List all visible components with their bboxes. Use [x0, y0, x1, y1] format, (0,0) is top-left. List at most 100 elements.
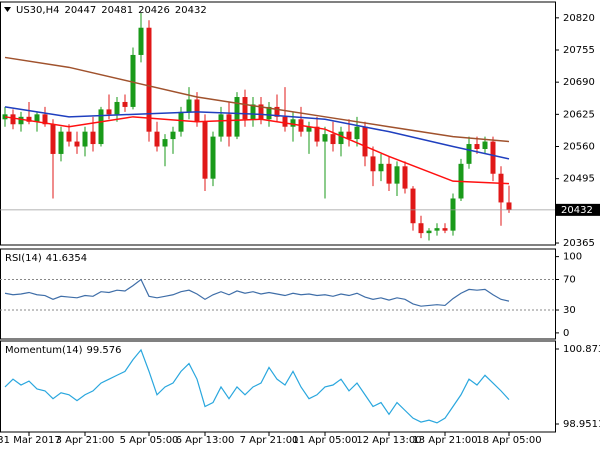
candle-body	[426, 230, 432, 234]
candle-body	[338, 131, 344, 145]
y-tick-label: 20495	[563, 174, 595, 185]
candle-body	[322, 134, 328, 142]
candle-body	[282, 116, 288, 127]
candle-body	[114, 101, 120, 115]
ohlc-open: 20447	[64, 5, 96, 16]
indicator-title: Momentum(14) 99.576	[5, 345, 122, 356]
panel-frame	[0, 340, 556, 433]
ohlc-low: 20426	[138, 5, 170, 16]
candle-body	[98, 109, 104, 145]
ohlc-close: 20432	[175, 5, 207, 16]
candle-body	[18, 116, 24, 125]
candle-body	[474, 144, 480, 149]
candle-body	[202, 121, 208, 179]
indicator-value: 41.6354	[46, 253, 87, 264]
candle-body	[386, 163, 392, 184]
candle-body	[58, 131, 64, 154]
candle-body	[2, 114, 8, 120]
candle-body	[250, 104, 256, 120]
candle-body	[490, 141, 496, 174]
y-tick-label: 100.8732	[563, 344, 600, 355]
candle-body	[194, 99, 200, 122]
candle-body	[234, 97, 240, 137]
candle-body	[170, 131, 176, 140]
candle-body	[146, 27, 152, 132]
candle-body	[50, 124, 56, 154]
candle-body	[418, 223, 424, 234]
menu-arrow	[4, 7, 11, 12]
candle-body	[82, 131, 88, 147]
y-tick-label: 20820	[563, 13, 595, 24]
y-tick-label: 20755	[563, 45, 595, 56]
candle-body	[178, 111, 184, 132]
candle-body	[138, 27, 144, 55]
candle-body	[74, 141, 80, 147]
candle-body	[42, 114, 48, 125]
candle-body	[26, 116, 32, 122]
moving-average	[4, 116, 510, 185]
candle-body	[258, 104, 264, 120]
x-tick-label: 31 Mar 2017	[0, 435, 61, 446]
panel-frame	[0, 1, 556, 246]
x-tick-label: 6 Apr 13:00	[176, 435, 235, 446]
candle-body	[370, 156, 376, 172]
current-price-label: 20432	[561, 205, 593, 216]
candle-body	[410, 188, 416, 224]
candle-body	[290, 119, 296, 127]
candle-body	[90, 131, 96, 145]
candle-body	[378, 163, 384, 172]
x-tick-label: 12 Apr 13:00	[356, 435, 421, 446]
x-tick-label: 3 Apr 21:00	[56, 435, 115, 446]
candle-body	[106, 109, 112, 115]
candle-body	[362, 126, 368, 157]
candle-body	[498, 173, 504, 203]
candle-body	[506, 202, 512, 210]
symbol: US30,H4	[16, 5, 59, 16]
candle-body	[314, 126, 320, 142]
indicator-line	[4, 278, 510, 307]
x-tick-label: 7 Apr 21:00	[240, 435, 299, 446]
candle-body	[186, 99, 192, 112]
candle-body	[66, 131, 72, 142]
candle-body	[218, 114, 224, 137]
y-tick-label: 20365	[563, 238, 595, 249]
candle-body	[346, 131, 352, 140]
candle-body	[306, 126, 312, 132]
indicator-value: 99.576	[87, 345, 122, 356]
candle-body	[394, 166, 400, 184]
current-price-box	[556, 203, 600, 216]
candle-body	[34, 114, 40, 122]
candle-body	[130, 54, 136, 107]
x-tick-label: 11 Apr 05:00	[292, 435, 357, 446]
candle-body	[434, 228, 440, 231]
y-tick-label: 100	[563, 252, 582, 263]
candle-body	[122, 101, 128, 107]
moving-average	[4, 56, 510, 143]
candle-body	[466, 144, 472, 164]
candle-body	[266, 106, 272, 120]
candle-body	[330, 134, 336, 145]
candle-body	[274, 106, 280, 117]
y-tick-label: 20690	[563, 77, 595, 88]
candle-body	[162, 139, 168, 147]
y-tick-label: 0	[563, 328, 569, 339]
y-tick-label: 20625	[563, 109, 595, 120]
candle-body	[482, 141, 488, 149]
candle-body	[10, 114, 16, 125]
x-tick-label: 18 Apr 05:00	[476, 435, 541, 446]
candle-body	[226, 114, 232, 137]
ohlc-high: 20481	[101, 5, 133, 16]
x-tick-label: 5 Apr 05:00	[120, 435, 179, 446]
candle-body	[450, 198, 456, 231]
y-tick-label: 98.9511	[563, 419, 600, 430]
panel-frame	[0, 248, 556, 340]
candle-body	[210, 136, 216, 179]
chart-title: US30,H4 20447 20481 20426 20432	[16, 5, 207, 16]
moving-average	[4, 106, 510, 160]
indicator-line	[4, 348, 510, 424]
x-tick-label: 13 Apr 21:00	[412, 435, 477, 446]
y-tick-label: 70	[563, 275, 576, 286]
candle-body	[442, 228, 448, 231]
